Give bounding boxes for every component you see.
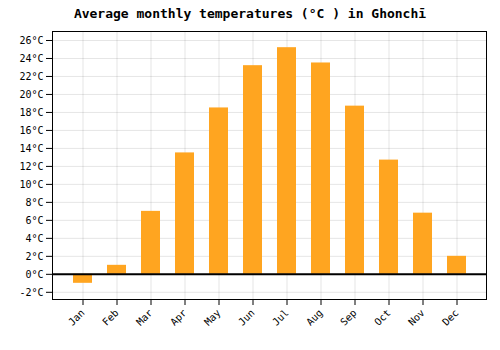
svg-text:Apr: Apr — [168, 307, 189, 328]
svg-text:24°C: 24°C — [19, 53, 43, 64]
svg-text:8°C: 8°C — [25, 197, 43, 208]
svg-text:Nov: Nov — [406, 307, 427, 328]
svg-text:Jul: Jul — [270, 307, 291, 328]
svg-text:Dec: Dec — [440, 307, 461, 328]
svg-text:-2°C: -2°C — [19, 287, 43, 298]
svg-text:14°C: 14°C — [19, 143, 43, 154]
svg-text:4°C: 4°C — [25, 233, 43, 244]
svg-text:2°C: 2°C — [25, 251, 43, 262]
svg-text:Jan: Jan — [66, 307, 87, 328]
svg-text:Feb: Feb — [100, 307, 121, 328]
svg-text:22°C: 22°C — [19, 71, 43, 82]
html-text:Average monthly temperatures (: Average monthly temperatures (°C ) in Gh… — [73, 6, 427, 21]
svg-text:10°C: 10°C — [19, 179, 43, 190]
svg-text:Mar: Mar — [134, 307, 155, 328]
svg-text:0°C: 0°C — [25, 269, 43, 280]
svg-text:Jun: Jun — [236, 307, 257, 328]
svg-text:Aug: Aug — [304, 307, 325, 328]
svg-text:6°C: 6°C — [25, 215, 43, 226]
svg-text:May: May — [202, 307, 223, 328]
svg-text:Oct: Oct — [372, 307, 393, 328]
svg-text:18°C: 18°C — [19, 107, 43, 118]
svg-text:26°C: 26°C — [19, 35, 43, 46]
svg-text:12°C: 12°C — [19, 161, 43, 172]
svg-text:Sep: Sep — [338, 307, 359, 328]
svg-text:16°C: 16°C — [19, 125, 43, 136]
svg-text:20°C: 20°C — [19, 89, 43, 100]
